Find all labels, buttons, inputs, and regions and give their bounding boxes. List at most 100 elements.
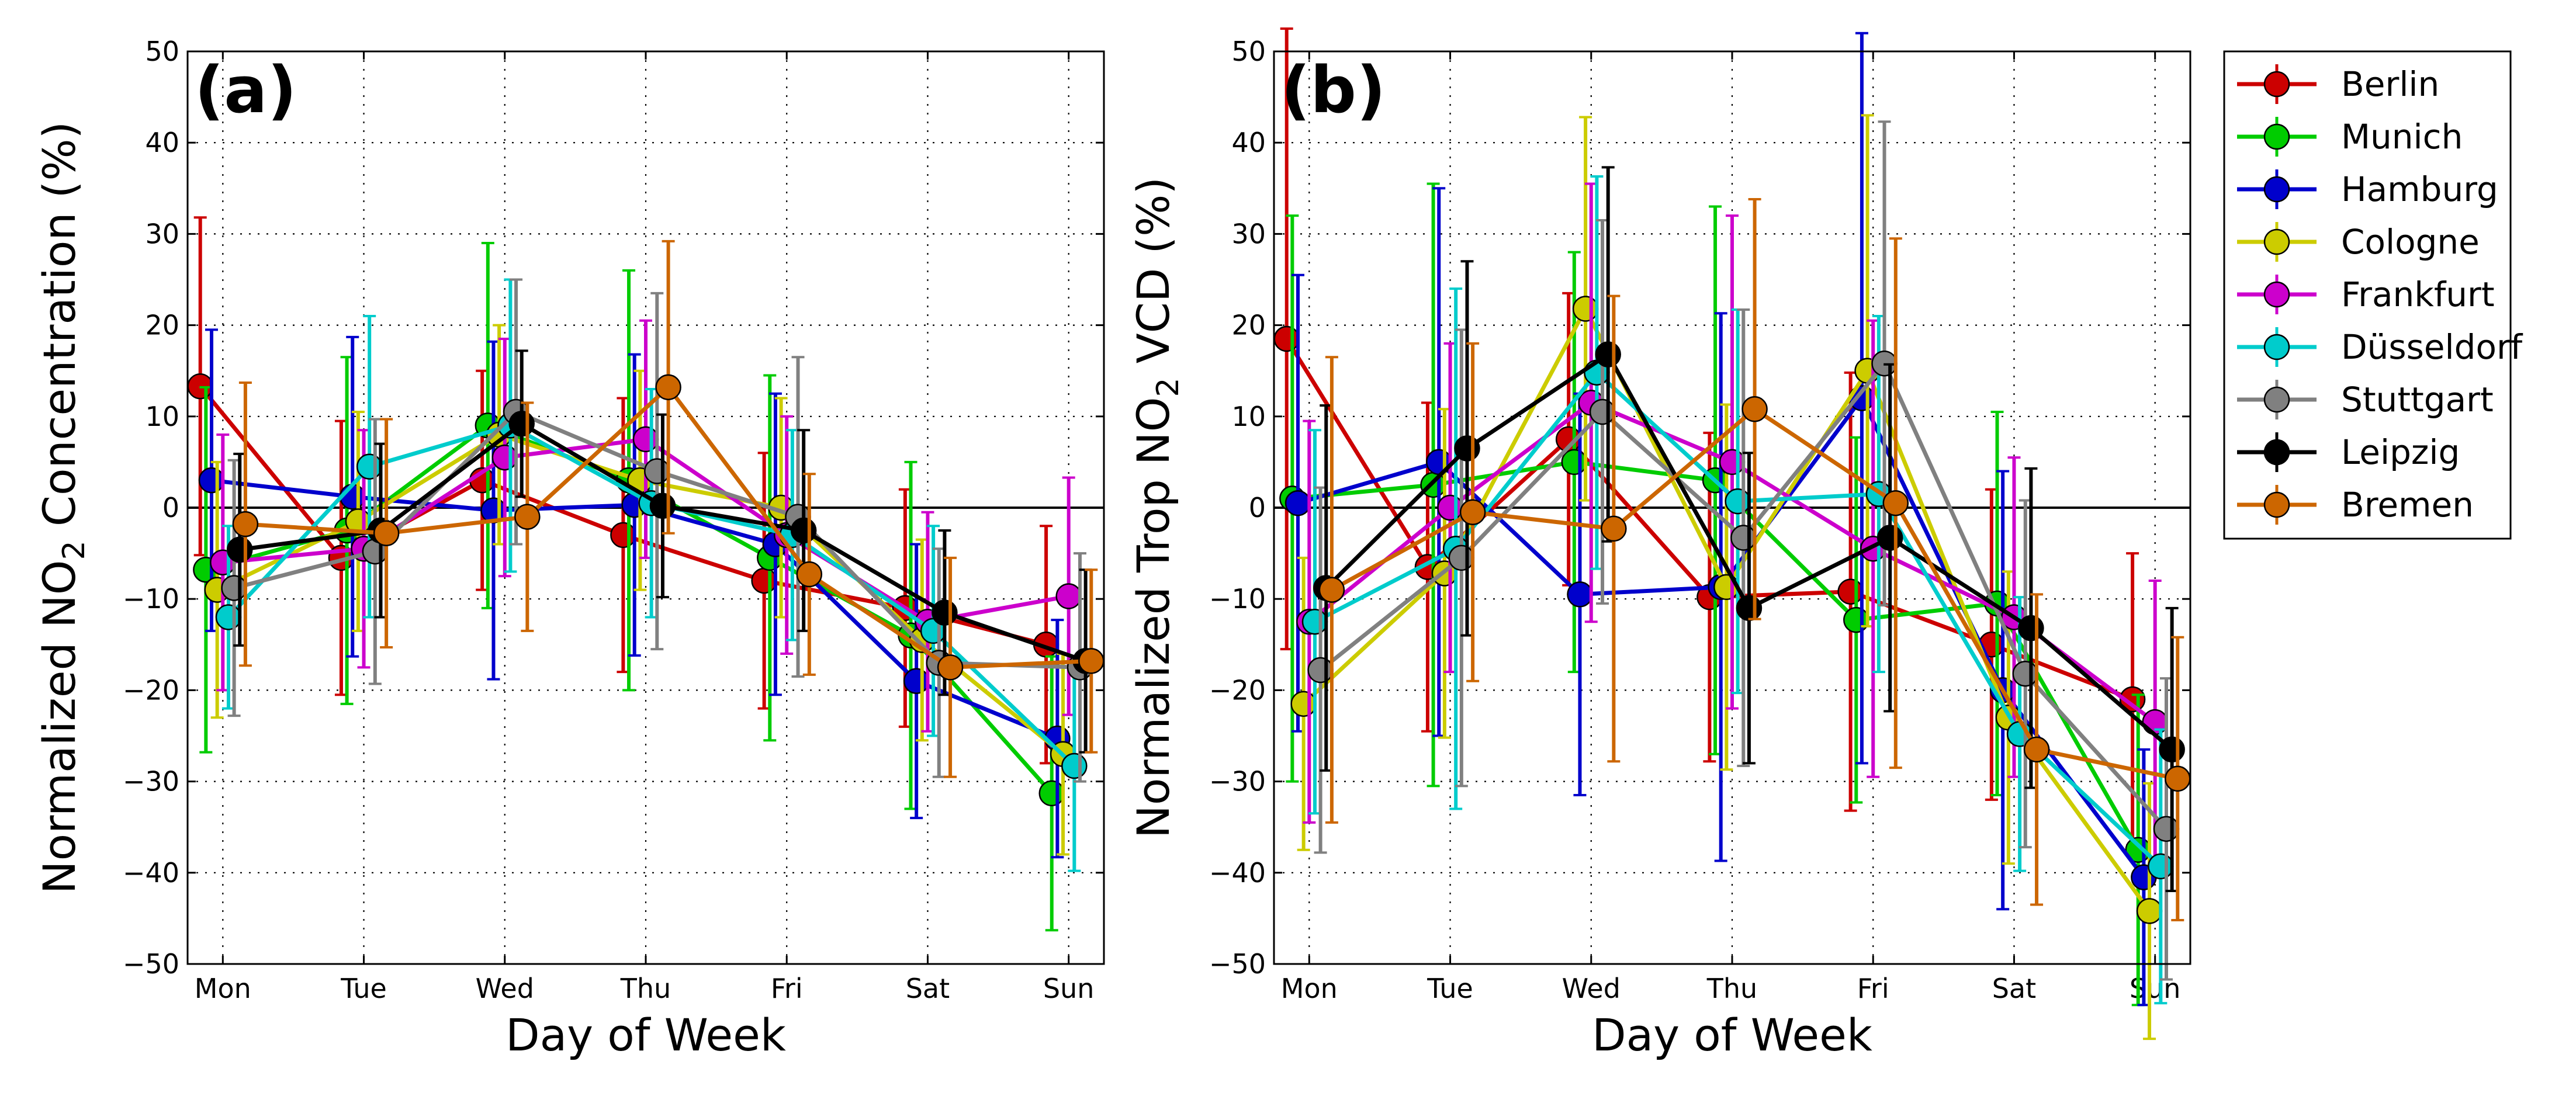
data-point — [1448, 544, 1475, 571]
y-tick-label: 0 — [162, 492, 179, 523]
data-point — [2142, 709, 2168, 736]
data-point — [1741, 396, 1768, 422]
data-point — [1736, 595, 1763, 622]
data-point — [2012, 661, 2039, 687]
y-tick-label: −10 — [123, 583, 179, 615]
y-tick-label: −20 — [1209, 674, 1266, 706]
data-point — [644, 458, 670, 484]
y-tick-label: −40 — [123, 857, 179, 889]
data-point — [932, 599, 958, 626]
data-point — [2153, 816, 2180, 842]
data-point — [610, 522, 636, 549]
legend-entry-hamburg: Hamburg — [2237, 169, 2498, 209]
legend-label: Frankfurt — [2341, 275, 2495, 314]
legend-label: Leipzig — [2341, 432, 2460, 472]
y-tick-label: 0 — [1249, 492, 1266, 523]
data-point — [655, 374, 681, 401]
y-axis-label: Normalized NO2 Concentration (%) — [33, 122, 92, 894]
data-point — [1290, 691, 1317, 717]
data-point — [751, 567, 777, 594]
data-point — [903, 668, 930, 695]
x-tick-label: Fri — [771, 973, 803, 1004]
data-point — [796, 561, 823, 588]
data-point — [1572, 296, 1599, 322]
data-point — [198, 467, 225, 494]
legend-entry-dusseldorf: Düsseldorf — [2237, 327, 2523, 367]
data-point — [1601, 515, 1627, 542]
legend-label: Stuttgart — [2341, 380, 2494, 419]
legend-entry-munich: Munich — [2237, 117, 2463, 157]
x-tick-label: Sat — [1992, 973, 2036, 1004]
y-tick-label: −30 — [123, 766, 179, 797]
data-point — [937, 654, 964, 681]
data-point — [2018, 615, 2044, 641]
x-tick-label: Thu — [1706, 973, 1757, 1004]
legend-marker — [2263, 334, 2290, 360]
y-tick-label: −10 — [1209, 583, 1266, 615]
legend-label: Munich — [2341, 117, 2463, 157]
legend-label: Düsseldorf — [2341, 327, 2523, 367]
data-point — [373, 520, 400, 546]
x-tick-label: Sun — [1043, 973, 1095, 1004]
data-point — [1459, 499, 1486, 526]
data-point — [1561, 449, 1588, 476]
legend-entry-berlin: Berlin — [2237, 64, 2439, 104]
y-axis-label: Normalized Trop NO2 VCD (%) — [1127, 177, 1186, 838]
x-tick-label: Thu — [620, 973, 671, 1004]
data-point — [1055, 583, 1082, 609]
legend: Berlin Munich Hamburg Cologne Frankfurt Düsse… — [2223, 50, 2523, 540]
data-point — [1284, 490, 1311, 516]
data-point — [1061, 752, 1088, 779]
x-tick-label: Tue — [1427, 973, 1473, 1004]
data-point — [1301, 609, 1328, 635]
y-tick-label: 30 — [145, 218, 179, 249]
series-bremen — [232, 240, 1105, 778]
data-point — [1273, 325, 1300, 352]
data-point — [790, 517, 817, 544]
y-tick-label: −20 — [123, 674, 179, 706]
y-tick-label: −40 — [1209, 857, 1266, 889]
data-point — [1882, 490, 1909, 516]
y-tick-label: 40 — [1231, 127, 1266, 158]
legend-entry-cologne: Cologne — [2237, 222, 2480, 262]
panel-a: −50 −40 −30 −20 −10 0 10 20 30 40 50 Mon Tue Wed Thu Fr… — [33, 36, 1105, 1061]
data-point — [1454, 435, 1480, 462]
y-tick-label: 20 — [1231, 310, 1266, 341]
legend-marker — [2263, 386, 2290, 413]
y-axis-label-part: Normalized Trop NO — [1127, 397, 1179, 838]
y-tick-label: 30 — [1231, 218, 1266, 249]
x-tick-label: Mon — [1281, 973, 1338, 1004]
plot-frame — [186, 50, 1105, 965]
data-point — [1318, 577, 1345, 603]
x-tick-label: Tue — [340, 973, 387, 1004]
data-point — [1730, 525, 1757, 551]
data-point — [1876, 525, 1903, 551]
panel-tag: (a) — [195, 53, 297, 127]
data-point — [649, 492, 676, 519]
y-axis-label-subscript: 2 — [57, 540, 92, 560]
data-point — [2159, 736, 2185, 763]
y-tick-label: −50 — [1209, 948, 1266, 980]
data-point — [215, 604, 242, 630]
legend-entry-bremen: Bremen — [2237, 485, 2474, 525]
legend-marker — [2263, 71, 2290, 98]
legend-label: Bremen — [2341, 485, 2474, 525]
legend-marker — [2263, 123, 2290, 150]
data-point — [2136, 898, 2163, 924]
data-point — [227, 536, 253, 563]
data-point — [1307, 657, 1334, 684]
x-axis-label: Day of Week — [1592, 1009, 1872, 1061]
legend-marker — [2263, 439, 2290, 466]
y-tick-label: 40 — [145, 127, 179, 158]
data-point — [2165, 765, 2191, 792]
data-point — [1078, 648, 1105, 674]
y-axis-label-subscript: 2 — [1151, 377, 1186, 397]
y-tick-label: 50 — [1231, 36, 1266, 67]
x-tick-label: Fri — [1857, 973, 1889, 1004]
y-tick-label: −30 — [1209, 766, 1266, 797]
data-point — [356, 453, 383, 480]
y-tick-label: −50 — [123, 948, 179, 980]
y-tick-label: 10 — [145, 401, 179, 432]
legend-entry-leipzig: Leipzig — [2237, 432, 2460, 472]
